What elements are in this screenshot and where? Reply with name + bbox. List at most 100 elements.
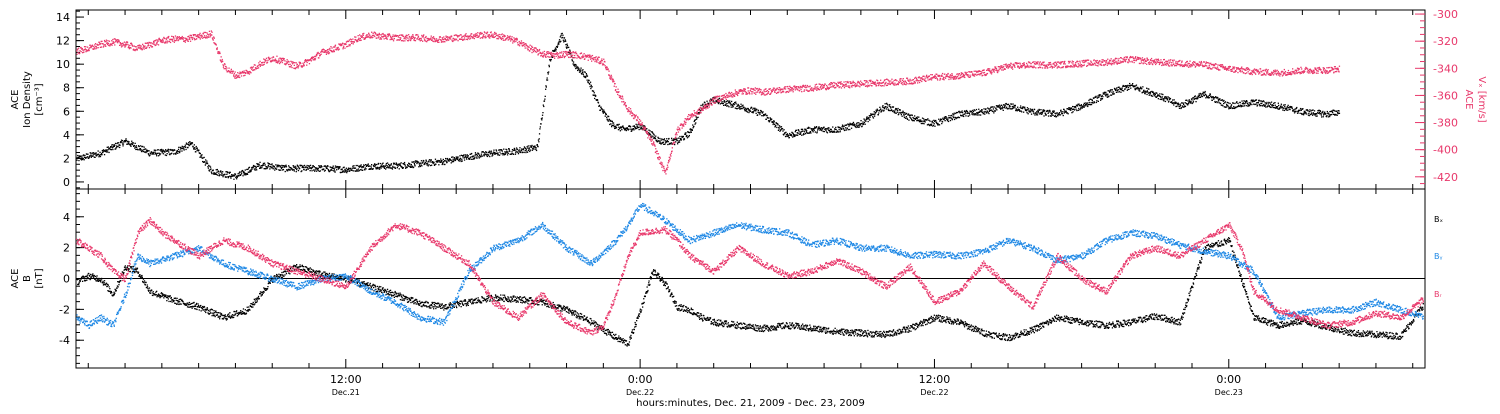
data-point [191,35,192,36]
data-point [360,166,361,167]
data-point [362,170,363,171]
data-point [1205,97,1206,98]
data-point [562,55,563,56]
data-point [585,76,586,77]
data-point [265,164,266,165]
data-point [381,38,382,39]
data-point [487,32,488,33]
data-point [95,43,96,44]
data-point [331,170,332,171]
data-point [216,172,217,173]
data-point [406,37,407,38]
data-point [137,49,138,50]
data-point [596,60,597,61]
data-point [153,42,154,43]
data-point [237,72,238,73]
data-point [153,152,154,153]
data-point [749,109,750,110]
data-point [1066,111,1067,112]
data-point [306,65,307,66]
data-point [420,163,421,164]
data-point [304,169,305,170]
data-point [236,178,237,179]
data-point [860,120,861,121]
data-point [87,154,88,155]
data-point [1100,94,1101,95]
data-point [540,126,541,127]
data-point [502,33,503,34]
data-point [431,159,432,160]
data-point [389,35,390,36]
data-point [76,160,77,161]
data-point [224,68,225,69]
data-point [466,157,467,158]
data-point [92,156,93,157]
data-point [122,140,123,141]
data-point [776,127,777,128]
data-point [1249,105,1250,106]
data-point [544,100,545,101]
data-point [344,48,345,49]
data-point [498,38,499,39]
data-point [253,66,254,67]
data-point [209,36,210,37]
data-point [935,120,936,121]
data-point [948,115,949,116]
data-point [817,129,818,130]
data-point [296,168,297,169]
data-point [185,145,186,146]
data-point [369,165,370,166]
data-point [402,34,403,35]
data-point [84,46,85,47]
data-point [168,151,169,152]
data-point [420,166,421,167]
data-point [107,40,108,41]
data-point [103,46,104,47]
data-point [251,169,252,170]
data-point [745,108,746,109]
data-point [1199,95,1200,96]
data-point [271,57,272,58]
data-point [360,38,361,39]
data-point [883,110,884,111]
data-point [346,172,347,173]
data-point [1322,111,1323,112]
data-point [1120,92,1121,93]
data-point [179,152,180,153]
data-point [488,36,489,37]
data-point [1016,109,1017,110]
data-point [534,146,535,147]
data-point [1115,89,1116,90]
data-point [671,142,672,143]
data-point [111,146,112,147]
data-point [259,162,260,163]
data-point [1209,97,1210,98]
data-point [551,59,552,60]
data-point [1116,92,1117,93]
data-point [568,57,569,58]
data-point [1038,111,1039,112]
data-point [226,176,227,177]
data-point [798,130,799,131]
data-point [172,41,173,42]
data-point [1074,109,1075,110]
data-point [511,36,512,37]
data-point [858,122,859,123]
data-point [207,163,208,164]
data-point [633,128,634,129]
data-point [127,42,128,43]
data-point [443,159,444,160]
data-point [447,161,448,162]
data-point [1094,102,1095,103]
data-point [785,136,786,137]
data-point [521,40,522,41]
data-point [395,168,396,169]
data-point [1297,112,1298,113]
data-point [226,174,227,175]
data-point [557,52,558,53]
data-point [962,110,963,111]
data-point [1229,103,1230,104]
data-point [267,168,268,169]
data-point [241,75,242,76]
data-point [862,121,863,122]
